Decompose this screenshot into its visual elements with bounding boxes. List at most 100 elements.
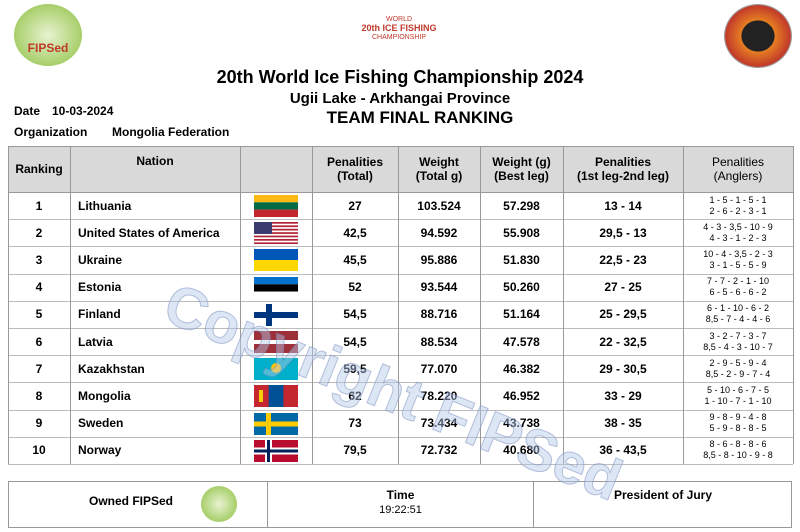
cell: 27 - 25	[604, 280, 642, 295]
angler-line: 9 - 8 - 9 - 4 - 8	[709, 412, 767, 423]
cell: Sweden	[78, 416, 124, 431]
col-line	[312, 146, 313, 464]
flag-art	[254, 303, 298, 326]
cell: 51.164	[503, 307, 540, 322]
cell: 45,5	[343, 252, 367, 267]
cell: 72.732	[420, 443, 458, 458]
column-header: Penalities (1st leg-2nd leg)	[563, 146, 683, 192]
angler-line: 2 - 6 - 2 - 3 - 1	[709, 205, 767, 216]
header-line: Penalities	[326, 155, 384, 169]
row-line	[8, 464, 793, 465]
col-line	[8, 146, 9, 464]
col-line	[563, 146, 564, 464]
cell: 1	[35, 198, 43, 213]
angler-line: 1 - 10 - 7 - 1 - 10	[704, 395, 772, 406]
cell: 57.298	[503, 198, 540, 213]
col-line	[480, 146, 481, 464]
header-line: Weight	[419, 155, 459, 169]
row-line	[8, 409, 793, 411]
cell: 40.680	[503, 443, 540, 458]
angler-line: 3 - 1 - 5 - 5 - 9	[709, 259, 767, 270]
date-label: Date	[14, 104, 41, 118]
flag-art	[254, 412, 298, 435]
footer: Owned FIPSed Time 19:22:51 President of …	[8, 481, 792, 528]
logo-text: WORLD	[385, 15, 413, 23]
cell: 46.382	[503, 361, 540, 376]
cell: 29 - 30,5	[599, 361, 647, 376]
angler-line: 4 - 3 - 1 - 2 - 3	[709, 232, 767, 243]
owned: Owned FIPSed	[89, 494, 174, 508]
anglers: 2 - 9 - 5 - 9 - 4 8,5 - 2 - 9 - 7 - 4	[683, 355, 793, 382]
cell: 7	[35, 361, 43, 376]
anglers: 7 - 7 - 2 - 1 - 10 6 - 5 - 6 - 6 - 2	[683, 274, 793, 301]
logo-text: CHAMPIONSHIP	[371, 33, 427, 41]
column-header: Ranking	[8, 146, 70, 192]
header-line: Penalities	[711, 155, 765, 169]
flag-art	[254, 195, 298, 217]
time: 19:22:51	[379, 504, 422, 516]
cell: 73	[348, 416, 362, 431]
flag	[254, 439, 298, 462]
flag	[254, 249, 298, 272]
cell: 38 - 35	[604, 416, 642, 431]
angler-line: 1 - 5 - 1 - 5 - 1	[709, 194, 767, 205]
column-header: Penalities (Total)	[312, 146, 398, 192]
anglers: 8 - 6 - 8 - 8 - 6 8,5 - 8 - 10 - 9 - 8	[683, 437, 793, 464]
flag	[254, 358, 298, 381]
org: Mongolia Federation	[112, 125, 230, 139]
cell: Mongolia	[78, 388, 131, 403]
col-line	[398, 146, 399, 464]
column-header: Weight (Total g)	[398, 146, 480, 192]
cell: 94.592	[420, 225, 458, 240]
row-line	[8, 219, 793, 221]
cell: 54,5	[343, 307, 367, 322]
cell: 3	[35, 252, 43, 267]
angler-line: 8,5 - 4 - 3 - 10 - 7	[703, 341, 773, 352]
org-label: Organization	[14, 125, 88, 139]
flag-art	[254, 276, 298, 299]
cell: 42,5	[343, 225, 367, 240]
cell: 52	[348, 280, 362, 295]
anglers: 3 - 2 - 7 - 3 - 7 8,5 - 4 - 3 - 10 - 7	[683, 328, 793, 355]
angler-line: 5 - 9 - 8 - 8 - 5	[709, 423, 767, 434]
angler-line: 7 - 7 - 2 - 1 - 10	[706, 276, 770, 287]
header-line: Penalities	[594, 155, 652, 169]
flag	[254, 331, 298, 353]
angler-line: 8,5 - 7 - 4 - 4 - 6	[705, 314, 771, 325]
col-line	[240, 146, 241, 464]
anglers: 6 - 1 - 10 - 6 - 2 8,5 - 7 - 4 - 4 - 6	[683, 301, 793, 328]
cell: United States of America	[78, 225, 220, 240]
cell: 6	[35, 334, 43, 349]
flag	[254, 303, 298, 326]
cell: 25 - 29,5	[599, 307, 647, 322]
flag	[254, 412, 298, 435]
header-line: Nation	[136, 154, 174, 168]
angler-line: 8,5 - 8 - 10 - 9 - 8	[703, 450, 773, 461]
cell: 13 - 14	[604, 198, 642, 213]
heading: TEAM FINAL RANKING	[326, 108, 514, 127]
row-line	[8, 146, 793, 147]
cell: 73.434	[420, 416, 458, 431]
flag	[254, 276, 298, 299]
cell: Estonia	[78, 280, 122, 295]
col-line	[683, 146, 684, 464]
flag	[254, 195, 298, 217]
logo-left: FIPSed	[14, 4, 82, 66]
divider	[267, 482, 268, 527]
cell: 22 - 32,5	[599, 334, 647, 349]
cell: 22,5 - 23	[599, 252, 647, 267]
angler-line: 8,5 - 2 - 9 - 7 - 4	[705, 368, 771, 379]
row-line	[8, 273, 793, 275]
row-line	[8, 246, 793, 248]
cell: 2	[35, 225, 43, 240]
cell: 88.534	[420, 334, 458, 349]
cell: 33 - 29	[604, 388, 642, 403]
row-line	[8, 355, 793, 357]
flag-art	[254, 331, 298, 353]
header-line: (Best leg)	[494, 169, 549, 183]
cell: Latvia	[78, 334, 113, 349]
